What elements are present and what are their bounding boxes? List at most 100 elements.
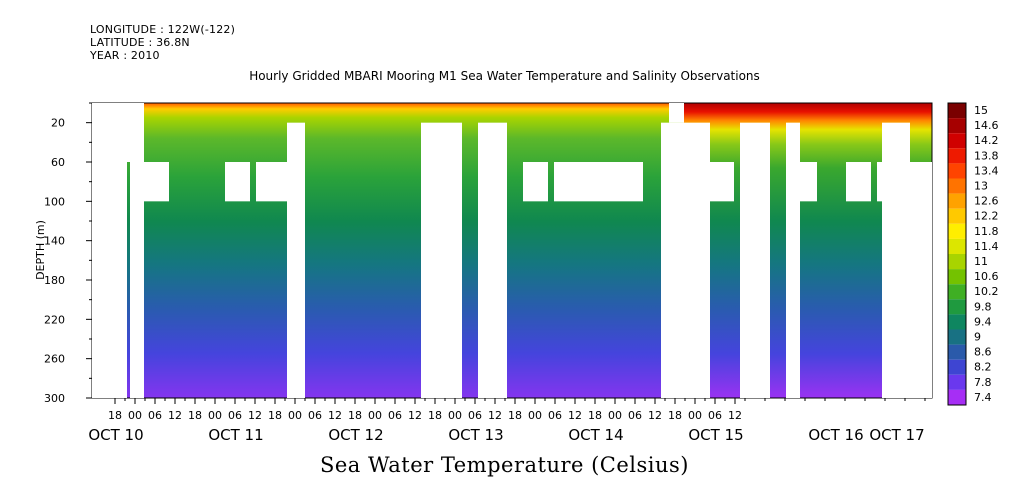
x-tick-label: 06 <box>468 409 482 422</box>
colorbar-label: 14.6 <box>974 119 999 132</box>
y-tick-label: 100 <box>44 195 65 208</box>
x-tick-label: 00 <box>368 409 382 422</box>
colorbar-label: 9.8 <box>974 300 992 313</box>
missing-data-region <box>225 162 250 202</box>
x-tick-label: 06 <box>548 409 562 422</box>
colorbar-label: 11.4 <box>974 240 999 253</box>
year-label: YEAR : 2010 <box>90 49 160 62</box>
missing-data-region <box>144 162 169 202</box>
colorbar-swatch <box>948 284 966 300</box>
x-tick-label: 12 <box>168 409 182 422</box>
x-tick-label: 18 <box>508 409 522 422</box>
colorbar-swatch <box>948 299 966 315</box>
colorbar-swatch <box>948 314 966 330</box>
x-tick-label: 00 <box>608 409 622 422</box>
missing-data-region <box>846 162 871 202</box>
longitude-label: LONGITUDE : 122W(-122) <box>90 23 236 36</box>
x-tick-label: 06 <box>628 409 642 422</box>
missing-data-region <box>523 162 548 202</box>
x-tick-label: 00 <box>288 409 302 422</box>
colorbar-swatch <box>948 193 966 209</box>
x-tick-label: 06 <box>148 409 162 422</box>
colorbar-label: 7.4 <box>974 391 992 404</box>
colorbar-label: 8.6 <box>974 346 992 359</box>
latitude-label: LATITUDE : 36.8N <box>90 36 190 49</box>
x-date-label: OCT 10 <box>88 426 143 444</box>
colorbar-label: 10.6 <box>974 270 999 283</box>
missing-data-region <box>130 103 144 398</box>
missing-data-region <box>910 162 932 398</box>
missing-data-region <box>800 162 817 202</box>
x-tick-label: 12 <box>408 409 422 422</box>
colorbar-label: 10.2 <box>974 285 999 298</box>
x-tick-label: 06 <box>388 409 402 422</box>
x-tick-label: 00 <box>528 409 542 422</box>
x-tick-label: 12 <box>648 409 662 422</box>
colorbar-label: 12.2 <box>974 210 999 223</box>
colorbar-label: 14.2 <box>974 134 999 147</box>
x-tick-label: 18 <box>348 409 362 422</box>
missing-data-region <box>256 162 287 202</box>
x-date-label: OCT 17 <box>869 426 924 444</box>
y-tick-label: 300 <box>44 392 65 405</box>
missing-data-region <box>877 162 882 202</box>
colorbar-label: 9 <box>974 331 981 344</box>
x-tick-label: 18 <box>108 409 122 422</box>
x-tick-label: 06 <box>308 409 322 422</box>
x-date-label: OCT 14 <box>568 426 623 444</box>
missing-data-region <box>882 122 910 399</box>
y-tick-label: 260 <box>44 353 65 366</box>
x-date-label: OCT 15 <box>688 426 743 444</box>
colorbar-swatch <box>948 208 966 224</box>
colorbar-label: 13.4 <box>974 164 999 177</box>
y-tick-label: 60 <box>51 156 65 169</box>
missing-data-region <box>554 162 643 202</box>
colorbar-swatch <box>948 118 966 134</box>
colorbar-swatch <box>948 359 966 375</box>
plot-area <box>91 102 933 399</box>
missing-data-region <box>740 122 770 399</box>
colorbar-label: 11.8 <box>974 225 999 238</box>
colorbar-label: 11 <box>974 255 988 268</box>
variable-label: Sea Water Temperature (Celsius) <box>319 453 689 477</box>
colorbar-swatch <box>948 374 966 390</box>
y-tick-label: 220 <box>44 313 65 326</box>
x-tick-label: 00 <box>688 409 702 422</box>
x-tick-label: 18 <box>668 409 682 422</box>
colorbar-label: 12.6 <box>974 195 999 208</box>
colorbar-swatch <box>948 163 966 179</box>
x-tick-label: 18 <box>588 409 602 422</box>
colorbar-swatch <box>948 254 966 270</box>
colorbar-swatch <box>948 133 966 149</box>
x-tick-label: 18 <box>188 409 202 422</box>
x-date-label: OCT 16 <box>808 426 863 444</box>
colorbar-swatch <box>948 148 966 164</box>
colorbar-label: 15 <box>974 104 988 117</box>
x-axis: 18 00 06 12 18 00 06 12 18 00 06 12 18 00 06 12 18 00 06 12… <box>88 398 926 444</box>
x-tick-label: 00 <box>128 409 142 422</box>
x-date-label: OCT 12 <box>328 426 383 444</box>
y-tick-label: 180 <box>44 274 65 287</box>
colorbar-frame <box>947 102 967 406</box>
colorbar-swatch <box>948 269 966 285</box>
x-date-label: OCT 13 <box>448 426 503 444</box>
y-axis: 20 60 100 140 180 220 260 300 <box>44 102 92 405</box>
missing-data-region <box>287 122 305 399</box>
missing-data-region <box>709 162 734 202</box>
colorbar-label: 9.4 <box>974 315 992 328</box>
y-tick-label: 140 <box>44 235 65 248</box>
missing-data-region <box>92 103 127 398</box>
missing-data-region <box>786 122 800 399</box>
x-tick-label: 06 <box>708 409 722 422</box>
colorbar-label: 7.8 <box>974 376 992 389</box>
colorbar-label: 13 <box>974 180 988 193</box>
x-tick-label: 18 <box>428 409 442 422</box>
missing-data-region <box>127 103 130 162</box>
colorbar-label: 8.2 <box>974 361 992 374</box>
colorbar-swatch <box>948 103 966 119</box>
x-tick-label: 18 <box>268 409 282 422</box>
x-tick-label: 12 <box>488 409 502 422</box>
color-legend: 15 14.6 14.2 13.8 13.4 13 12.6 12.2 11.8 11.4 11 10… <box>947 102 999 406</box>
colorbar-swatch <box>948 389 966 405</box>
